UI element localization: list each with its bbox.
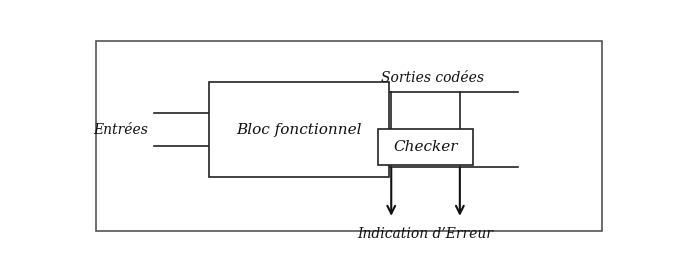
Text: Indication d’Erreur: Indication d’Erreur bbox=[358, 227, 494, 241]
Bar bbox=[378, 129, 473, 165]
Text: Bloc fonctionnel: Bloc fonctionnel bbox=[236, 123, 362, 137]
Text: Entrées: Entrées bbox=[93, 123, 148, 137]
Bar bbox=[209, 82, 389, 177]
Text: Checker: Checker bbox=[394, 140, 458, 154]
Text: Sorties codées: Sorties codées bbox=[381, 71, 484, 85]
